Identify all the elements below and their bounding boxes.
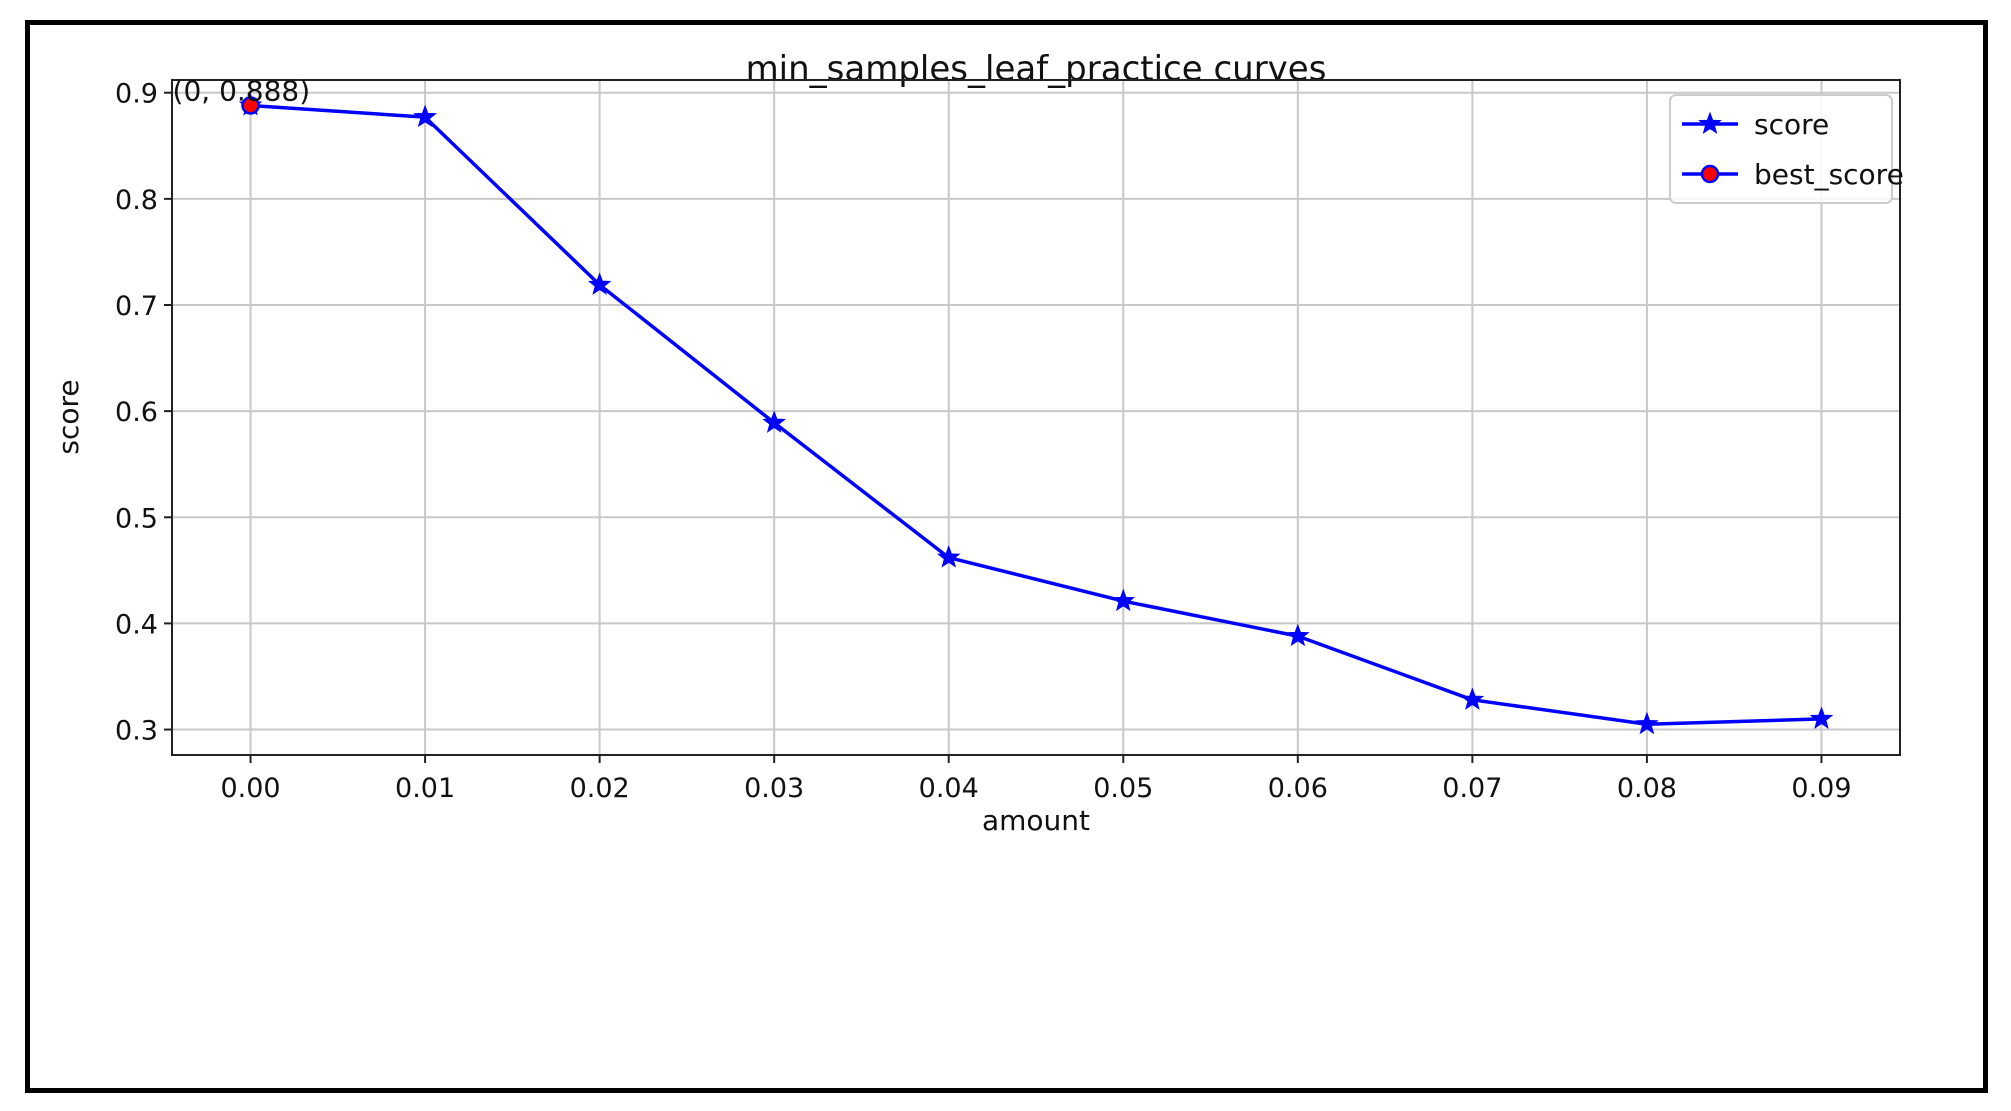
y-axis: 0.3 0.4 0.5 0.6 0.7 0.8 0.9 (115, 79, 172, 747)
data-point-score (1635, 711, 1659, 735)
y-tick-label: 0.5 (115, 503, 158, 534)
x-tick-label: 0.07 (1442, 773, 1502, 804)
y-tick-label: 0.4 (115, 609, 158, 640)
y-tick-label: 0.6 (115, 397, 158, 428)
legend: score best_score (1669, 94, 1904, 204)
chart-title: min_samples_leaf_practice curves (746, 49, 1327, 89)
data-point-score (1286, 623, 1310, 647)
y-tick-label: 0.7 (115, 291, 158, 322)
data-point-score (1111, 588, 1136, 612)
x-tick-label: 0.08 (1617, 773, 1677, 804)
data-point-score (936, 545, 961, 568)
data-point-score (1460, 687, 1485, 710)
x-tick-label: 0.02 (570, 773, 630, 804)
y-axis-label: score (52, 379, 85, 454)
y-tick-label: 0.8 (115, 185, 158, 216)
x-tick-label: 0.06 (1268, 773, 1328, 804)
legend-label-score: score (1754, 108, 1829, 141)
y-tick-label: 0.3 (115, 716, 158, 747)
chart-frame: min_samples_leaf_practice curves 0.00 0.0… (25, 20, 1988, 1093)
data-point-score (762, 410, 786, 433)
x-tick-label: 0.09 (1791, 773, 1851, 804)
plot-area (171, 79, 1901, 756)
data-point-best_score (241, 96, 260, 115)
x-tick-label: 0.05 (1093, 773, 1153, 804)
x-tick-label: 0.00 (220, 773, 280, 804)
grid (172, 80, 1900, 755)
y-tick-label: 0.9 (115, 79, 158, 110)
legend-marker-best_score (1700, 164, 1720, 184)
data-point-score (1809, 706, 1834, 729)
legend-marker-score (1698, 111, 1722, 135)
data-point-score (587, 272, 612, 295)
x-tick-label: 0.01 (395, 773, 455, 804)
legend-box (1669, 94, 1893, 204)
x-axis-label: amount (982, 804, 1090, 837)
data-point-score (413, 104, 437, 128)
series-layer (238, 93, 1834, 735)
x-axis: 0.00 0.01 0.02 0.03 0.04 0.05 0.06 0.07 0.08 0.09 (220, 755, 1852, 804)
line-chart: min_samples_leaf_practice curves 0.00 0.0… (52, 49, 1904, 837)
legend-label-best_score: best_score (1754, 158, 1904, 191)
x-tick-label: 0.03 (744, 773, 804, 804)
best-score-annotation: (0, 0.888) (173, 74, 311, 107)
series-line-score (250, 103, 1822, 726)
x-tick-label: 0.04 (919, 773, 979, 804)
